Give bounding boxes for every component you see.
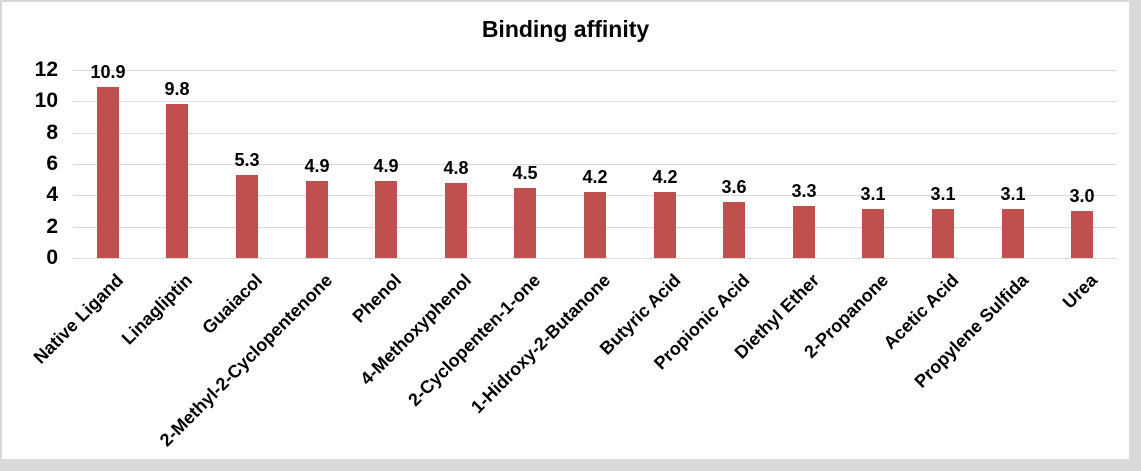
- gridline: [73, 133, 1117, 134]
- bar: [375, 181, 397, 258]
- bar-value-label: 4.5: [512, 163, 538, 183]
- bar-value-label: 3.1: [930, 184, 956, 204]
- bar: [793, 206, 815, 258]
- bar-value-label: 3.1: [1000, 184, 1026, 204]
- chart-canvas: Binding affinity 0 2 4 6 8 10 12 10.9 Native Lig…: [2, 2, 1129, 459]
- y-axis-tick-label: 2: [46, 215, 58, 238]
- gridline: [73, 258, 1117, 259]
- bar: [97, 87, 119, 258]
- x-axis-category-label: 1-Hidroxy-2-Butanone: [467, 270, 615, 418]
- bar-value-label: 3.6: [721, 177, 747, 197]
- x-axis-category-label: Phenol: [348, 270, 406, 327]
- bar: [236, 175, 258, 258]
- bar: [514, 188, 536, 258]
- bar-value-label: 3.3: [791, 181, 817, 201]
- bar-value-label: 9.8: [164, 79, 190, 99]
- y-axis-tick-label: 12: [34, 58, 58, 81]
- y-axis-tick-label: 0: [46, 246, 58, 269]
- y-axis-tick-label: 10: [34, 89, 58, 112]
- bar-value-label: 4.8: [443, 158, 469, 178]
- x-axis-category-label: 2-Cyclopenten-1-one: [404, 270, 545, 411]
- gridline: [73, 70, 1117, 71]
- bar: [723, 202, 745, 258]
- gridline: [73, 164, 1117, 165]
- bar: [862, 209, 884, 258]
- bar: [932, 209, 954, 258]
- bar-value-label: 3.1: [860, 184, 886, 204]
- x-axis-category-label: Native Ligand: [29, 270, 128, 368]
- bar: [306, 181, 328, 258]
- plot-area: 0 2 4 6 8 10 12 10.9 Native Ligand 9.8 Linagliptin…: [2, 2, 1129, 459]
- bar: [166, 104, 188, 258]
- bar-value-label: 10.9: [90, 62, 126, 82]
- x-axis-category-label: Guaiacol: [198, 270, 267, 338]
- bar: [654, 192, 676, 258]
- x-axis-category-label: Urea: [1058, 270, 1102, 313]
- bar: [1002, 209, 1024, 258]
- bar-value-label: 4.2: [652, 167, 678, 187]
- bar-value-label: 4.9: [373, 156, 399, 176]
- bar: [445, 183, 467, 258]
- bar-value-label: 3.0: [1069, 186, 1095, 206]
- y-axis-tick-label: 6: [46, 152, 58, 175]
- x-axis-category-label: Linagliptin: [117, 270, 197, 349]
- bar-value-label: 5.3: [234, 150, 260, 170]
- bar-value-label: 4.2: [582, 167, 608, 187]
- chart-title: Binding affinity: [481, 16, 650, 42]
- bar-value-label: 4.9: [304, 156, 330, 176]
- y-axis-tick-label: 8: [46, 121, 58, 144]
- gridline: [73, 101, 1117, 102]
- bar: [1071, 211, 1093, 258]
- y-axis-tick-label: 4: [46, 183, 58, 206]
- bar: [584, 192, 606, 258]
